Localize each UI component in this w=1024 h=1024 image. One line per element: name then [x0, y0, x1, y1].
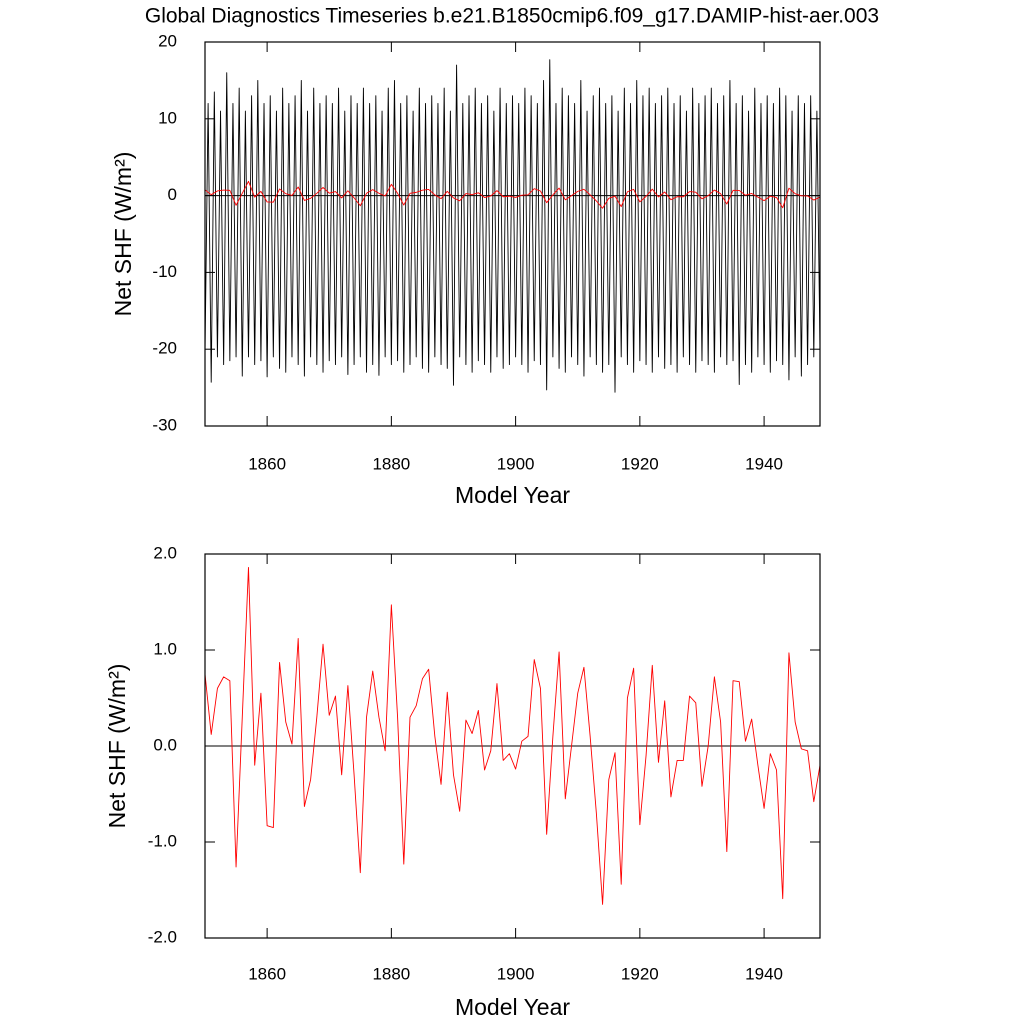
y-tick-label: -20 — [152, 339, 177, 358]
data-line — [205, 566, 820, 905]
y-tick-label: -2.0 — [148, 927, 177, 946]
chart-title: Global Diagnostics Timeseries b.e21.B185… — [145, 5, 879, 28]
x-tick-label: 1880 — [372, 964, 410, 983]
x-tick-label: 1860 — [248, 454, 286, 473]
plot-area — [205, 566, 820, 905]
y-tick-label: 1.0 — [153, 639, 177, 658]
data-line — [205, 180, 820, 209]
plot-frame — [204, 41, 821, 427]
y-tick-label: -30 — [152, 415, 177, 434]
x-axis-title: Model Year — [455, 482, 570, 508]
y-tick-label: 0.0 — [153, 735, 177, 754]
data-line — [205, 59, 820, 393]
x-tick-label: 1900 — [497, 454, 535, 473]
y-tick-label: 20 — [158, 31, 177, 50]
x-tick-label: 1880 — [372, 454, 410, 473]
x-tick-label: 1900 — [497, 964, 535, 983]
y-tick-label: 10 — [158, 108, 177, 127]
x-tick-label: 1860 — [248, 964, 286, 983]
x-tick-label: 1920 — [621, 964, 659, 983]
plot-area — [205, 59, 820, 393]
x-tick-label: 1920 — [621, 454, 659, 473]
x-tick-label: 1940 — [745, 454, 783, 473]
y-tick-label: -1.0 — [148, 831, 177, 850]
y-tick-label: -10 — [152, 262, 177, 281]
x-axis-title: Model Year — [455, 994, 570, 1020]
y-axis-title: Net SHF (W/m²) — [110, 152, 136, 317]
y-axis-title: Net SHF (W/m²) — [104, 664, 130, 829]
y-tick-label: 0 — [168, 185, 177, 204]
y-tick-label: 2.0 — [153, 543, 177, 562]
x-tick-label: 1940 — [745, 964, 783, 983]
